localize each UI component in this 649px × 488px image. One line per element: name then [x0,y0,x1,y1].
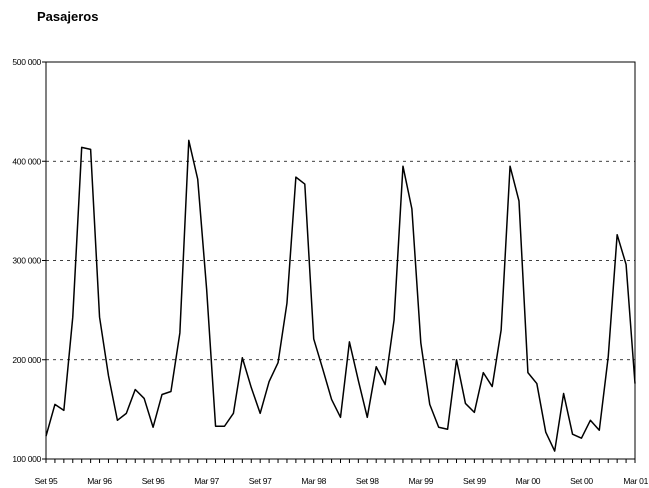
y-tick-label: 100 000 [12,454,41,464]
y-tick-label: 400 000 [12,156,41,166]
x-tick-label: Set 99 [463,476,486,486]
x-tick-label: Mar 01 [623,476,648,486]
x-tick-label: Set 98 [356,476,379,486]
y-tick-label: 300 000 [12,256,41,266]
x-tick-label: Mar 99 [408,476,433,486]
series-line [45,139,636,452]
chart-title: Pasajeros [37,9,99,24]
x-tick-label: Set 95 [35,476,58,486]
y-tick-label: 500 000 [12,57,41,67]
x-tick-label: Mar 96 [87,476,112,486]
y-tick-label: 200 000 [12,355,41,365]
y-axis: 100 000 200 000 300 000 400 000 500 000 [12,57,46,464]
x-tick-label: Set 97 [249,476,272,486]
gridlines [46,160,635,361]
x-axis: Set 95 Mar 96 Set 96 Mar 97 Set 97 Mar 98 Set … [35,459,649,486]
x-tick-label: Set 96 [142,476,165,486]
x-tick-label: Set 00 [570,476,593,486]
x-tick-label: Mar 98 [301,476,326,486]
x-tick-label: Mar 97 [194,476,219,486]
x-tick-label: Mar 00 [516,476,541,486]
